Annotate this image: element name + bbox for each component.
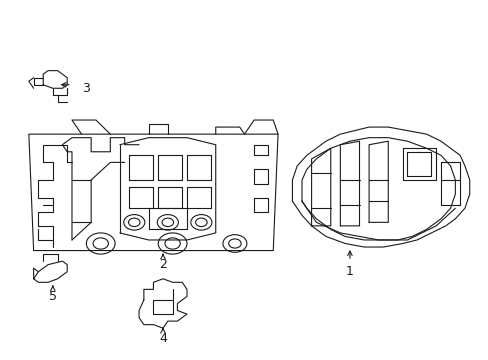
Text: 2: 2 [159, 258, 166, 271]
Text: 1: 1 [346, 265, 353, 278]
Text: 4: 4 [159, 332, 166, 345]
Text: 5: 5 [49, 290, 57, 303]
Text: 3: 3 [82, 82, 90, 95]
